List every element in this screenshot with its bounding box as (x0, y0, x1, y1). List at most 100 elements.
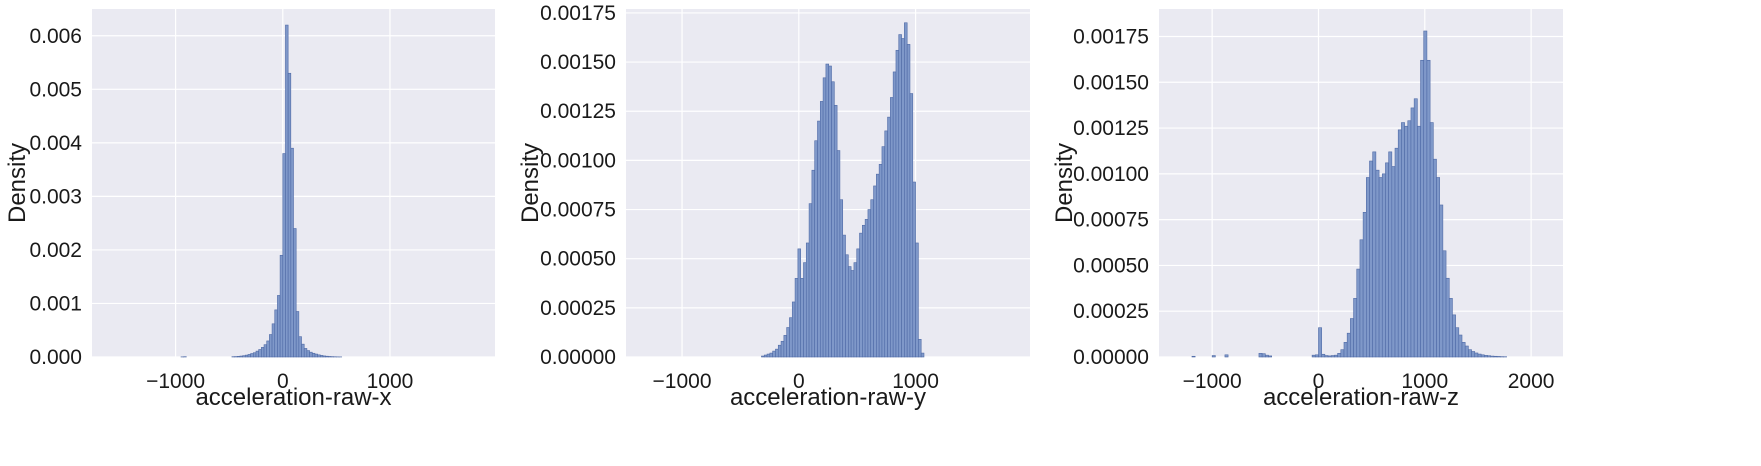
histogram-bar (783, 335, 787, 358)
histogram-bar (1429, 122, 1434, 358)
histogram-bar (1410, 107, 1415, 358)
histogram-bar (271, 323, 276, 358)
histogram-bar (244, 354, 249, 358)
histogram-bar (1318, 327, 1322, 358)
histogram-bar (915, 242, 919, 358)
histogram-bar (791, 301, 796, 358)
histogram-bar (1343, 342, 1348, 358)
y-tick-label: 0.00025 (540, 297, 616, 320)
histogram-bar (287, 72, 292, 358)
histogram-bar (1356, 268, 1361, 358)
histogram-bar (848, 266, 852, 358)
x-tick-label: −1000 (146, 370, 205, 393)
x-tick-label: 0 (277, 370, 289, 393)
histogram-bar (1484, 355, 1488, 358)
y-tick-label: 0.005 (29, 78, 82, 101)
histogram-bar (239, 355, 243, 358)
histogram-bar (825, 63, 830, 358)
histogram-panel-3: 0.00000 0.00025 0.00050 0.00075 0.00100 0.001… (1051, 9, 1563, 411)
histogram-bar (1490, 355, 1495, 358)
histogram-bar (1324, 355, 1329, 358)
histogram-bar (253, 352, 257, 358)
histogram-bar (1388, 151, 1393, 358)
histogram-bar (808, 203, 813, 358)
histogram-bar (1327, 355, 1332, 358)
histogram-bar (881, 146, 886, 358)
y-tick-label: 0.00100 (540, 149, 616, 172)
histogram-bar (1493, 355, 1498, 358)
histogram-bar (873, 185, 877, 358)
histogram-bar (853, 262, 858, 358)
histogram-bar (1378, 177, 1383, 358)
histogram-bar (836, 150, 841, 358)
histogram-bar (1420, 59, 1425, 358)
y-tick-label: 0.001 (29, 292, 82, 315)
histogram-bar (1442, 250, 1447, 358)
histogram-bar (904, 22, 908, 358)
histogram-bar (839, 199, 844, 358)
x-tick-label: −1000 (1183, 370, 1242, 393)
histogram-bar (1261, 353, 1266, 358)
histogram-bar (1314, 354, 1319, 358)
histogram-bar (314, 353, 318, 358)
histogram-bar (895, 49, 900, 358)
histogram-bar (309, 351, 313, 358)
histogram-bar (817, 120, 821, 358)
histogram-bar (892, 71, 897, 358)
histogram-bar (789, 317, 793, 358)
histogram-bar (819, 101, 824, 358)
y-tick-label: 0.006 (29, 25, 82, 48)
histogram-bar (1340, 349, 1345, 358)
histogram-bar (269, 334, 273, 358)
histogram-bar (1321, 353, 1326, 358)
histogram-bar (1404, 125, 1409, 358)
histogram-bar (918, 339, 922, 358)
y-tick-label: 0.00125 (540, 100, 616, 123)
histogram-bar (1366, 177, 1370, 358)
histogram-bar (1337, 353, 1342, 358)
histogram-bar (1401, 122, 1405, 358)
histogram-bar (777, 344, 782, 358)
histogram-bar (856, 248, 860, 358)
histogram-bar (1455, 327, 1460, 358)
histogram-bar (794, 278, 799, 358)
histogram-bar (1436, 177, 1440, 358)
histogram-bar (266, 340, 270, 358)
histogram-bar (867, 209, 872, 358)
y-tick-label: 0.003 (29, 185, 82, 208)
histogram-bar (831, 81, 835, 358)
histogram-bar (845, 254, 849, 358)
y-tick-label: 0.000 (29, 346, 82, 369)
histogram-bar (909, 93, 914, 358)
histogram-bar (1448, 298, 1453, 358)
histogram-bar (1211, 355, 1216, 358)
histogram-bar (803, 262, 807, 358)
histogram-bar (1445, 277, 1450, 358)
histogram-bar (800, 278, 804, 358)
histogram-bar (834, 105, 838, 358)
histogram-bar (1375, 169, 1380, 358)
histogram-bar (1330, 355, 1335, 358)
histogram-bar (1372, 151, 1377, 358)
histogram-bar (1471, 351, 1476, 358)
histogram-bar (766, 353, 771, 358)
histogram-bar (862, 224, 866, 358)
histogram-bar (786, 327, 790, 358)
histogram-bar (1452, 314, 1456, 358)
histogram-bar (901, 38, 905, 358)
y-tick-label: 0.00000 (540, 346, 616, 369)
histogram-bar (769, 352, 773, 358)
histogram-bar (1426, 59, 1431, 358)
histogram-bar (814, 140, 818, 358)
y-tick-label: 0.004 (29, 132, 82, 155)
histogram-bar (811, 169, 815, 358)
histogram-bar (295, 311, 300, 358)
histogram-bar (1464, 345, 1469, 358)
histogram-bar (1397, 129, 1402, 358)
histogram-bar (328, 356, 332, 358)
histogram-bar (884, 130, 888, 358)
histogram-bar (261, 347, 265, 358)
histogram-bar (1391, 166, 1396, 358)
histogram-bar (775, 348, 779, 358)
